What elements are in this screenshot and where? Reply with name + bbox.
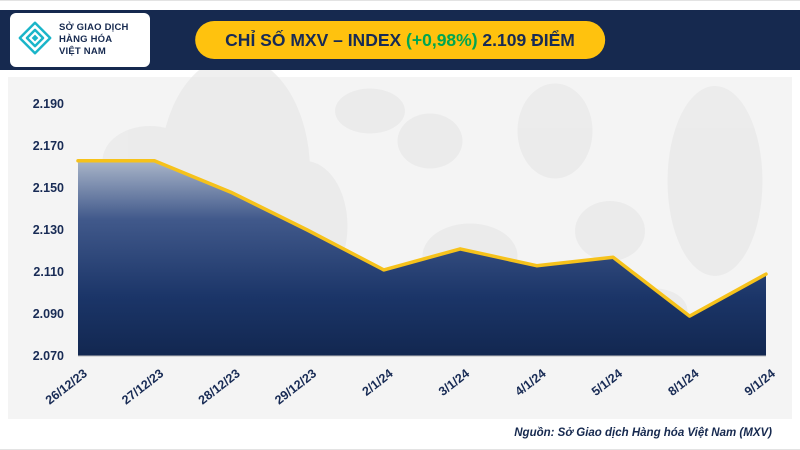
logo-text-line1: SỞ GIAO DỊCH (59, 22, 129, 34)
y-tick-label: 2.190 (33, 97, 64, 111)
y-tick-label: 2.110 (33, 265, 64, 279)
y-tick-label: 2.150 (33, 181, 64, 195)
mxv-logo: SỞ GIAO DỊCH HÀNG HÓA VIỆT NAM (10, 13, 150, 67)
header: SỞ GIAO DỊCH HÀNG HÓA VIỆT NAM CHỈ SỐ MX… (0, 10, 800, 70)
index-area (78, 160, 766, 356)
title-suffix: 2.109 ĐIỂM (477, 29, 575, 50)
source-caption: Nguồn: Sở Giao dịch Hàng hóa Việt Nam (M… (514, 427, 772, 439)
mxv-logo-text: SỞ GIAO DỊCH HÀNG HÓA VIỆT NAM (59, 22, 129, 58)
y-tick-label: 2.090 (33, 307, 64, 321)
title-prefix: CHỈ SỐ MXV – INDEX (225, 29, 407, 50)
title-change-percent: (+0,98%) (406, 29, 478, 50)
mxv-logo-icon (16, 19, 54, 62)
index-line (76, 158, 768, 318)
logo-text-line3: VIỆT NAM (59, 45, 106, 57)
y-tick-label: 2.170 (33, 139, 64, 153)
y-tick-label: 2.130 (33, 223, 64, 237)
logo-text-line2: HÀNG HÓA (59, 34, 113, 46)
y-tick-label: 2.070 (33, 349, 64, 363)
chart-title-banner: CHỈ SỐ MXV – INDEX (+0,98%) 2.109 ĐIỂM (195, 21, 605, 59)
y-axis-labels: 2.190 2.170 2.150 2.130 2.110 2.090 2.070 (33, 97, 64, 363)
